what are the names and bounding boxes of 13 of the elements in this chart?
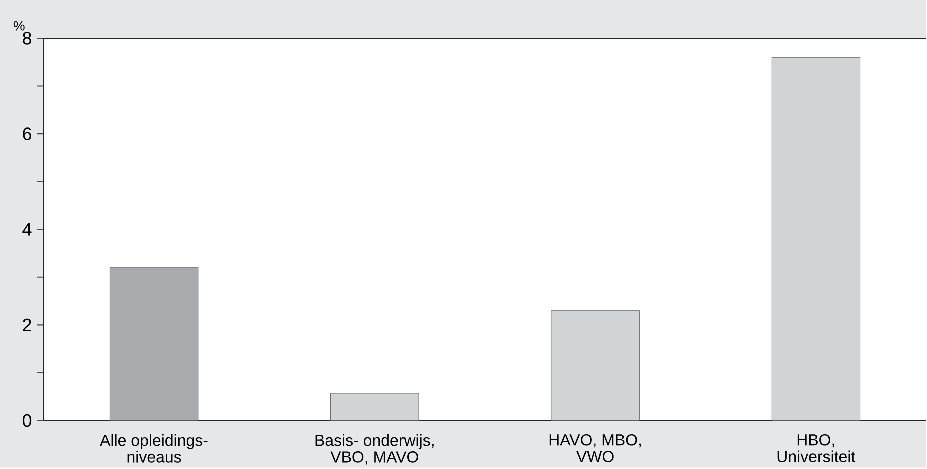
y-axis-title: %	[14, 21, 25, 31]
y-tick-label: 0	[22, 414, 32, 428]
x-tick-label: HBO, Universiteit	[778, 434, 856, 462]
y-tick-label: 4	[22, 223, 32, 236]
bar	[551, 310, 640, 421]
y-tick-label: 6	[23, 128, 32, 140]
x-tick-label: Alle opleidings- niveaus	[100, 434, 208, 463]
y-tick-label: 2	[23, 318, 32, 332]
y-tick-label: 8	[23, 32, 32, 45]
bar	[330, 393, 420, 421]
bar	[110, 267, 199, 421]
x-tick-label: Basis- onderwijs, VBO, MAVO	[316, 434, 434, 465]
x-tick-label: HAVO, MBO, VWO	[550, 434, 642, 462]
